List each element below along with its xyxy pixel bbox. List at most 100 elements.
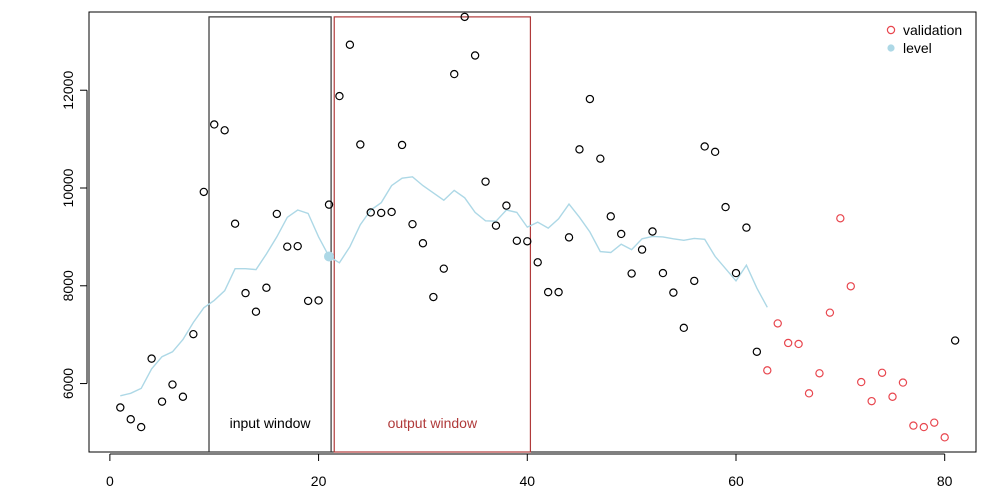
window-label-1: output window bbox=[388, 415, 478, 431]
data-point-s1-10 bbox=[867, 396, 876, 406]
data-point-s0-55 bbox=[690, 276, 699, 286]
data-point-s0-48 bbox=[617, 229, 626, 239]
data-point-s0-9 bbox=[210, 120, 219, 129]
data-point-s0-6 bbox=[178, 392, 188, 401]
data-point-s0-42 bbox=[554, 287, 563, 297]
data-point-s0-54 bbox=[679, 323, 689, 333]
data-point-s0-35 bbox=[481, 177, 490, 186]
data-point-s0-28 bbox=[408, 219, 417, 229]
x-tick-label-0: 0 bbox=[106, 473, 114, 489]
data-point-s1-11 bbox=[877, 368, 887, 377]
data-point-s1-16 bbox=[930, 418, 939, 427]
level-line-layer bbox=[120, 176, 768, 397]
points-layer bbox=[116, 12, 960, 442]
data-point-s1-17 bbox=[940, 433, 949, 442]
data-point-s0-44 bbox=[575, 145, 584, 154]
data-point-s0-14 bbox=[262, 283, 271, 292]
data-point-s0-41 bbox=[543, 287, 553, 297]
data-point-s1-13 bbox=[898, 378, 908, 387]
data-point-s0-32 bbox=[450, 69, 459, 79]
data-point-s0-38 bbox=[512, 236, 522, 245]
data-point-s0-20 bbox=[324, 200, 334, 209]
y-axis: 6000 8000 10000 12000 bbox=[60, 71, 88, 399]
data-point-s0-57 bbox=[710, 147, 720, 157]
legend-marker-1 bbox=[887, 44, 895, 52]
data-point-s1-9 bbox=[857, 377, 866, 387]
data-point-s0-29 bbox=[418, 239, 428, 248]
data-point-s0-59 bbox=[731, 268, 741, 278]
legend: validation level bbox=[886, 22, 962, 56]
window-label-0: input window bbox=[230, 415, 312, 431]
data-point-s0-22 bbox=[345, 40, 355, 49]
data-point-s0-30 bbox=[429, 292, 438, 302]
data-point-s1-1 bbox=[773, 319, 782, 328]
data-point-s0-49 bbox=[627, 269, 636, 278]
data-point-s1-14 bbox=[909, 421, 918, 430]
data-point-s0-10 bbox=[220, 126, 229, 135]
data-point-s1-6 bbox=[825, 308, 835, 317]
data-point-s0-16 bbox=[283, 242, 292, 251]
data-point-s0-50 bbox=[637, 245, 647, 254]
data-point-s0-4 bbox=[157, 397, 167, 406]
x-tick-label-4: 80 bbox=[937, 473, 953, 489]
data-point-s1-15 bbox=[919, 422, 929, 432]
data-point-s0-40 bbox=[533, 258, 542, 267]
legend-label-0: validation bbox=[903, 22, 962, 38]
data-point-s0-47 bbox=[606, 212, 615, 221]
data-point-s0-37 bbox=[502, 201, 511, 210]
data-point-s0-61 bbox=[752, 347, 762, 356]
data-point-s0-46 bbox=[596, 154, 605, 163]
level-highlight-point bbox=[324, 251, 335, 262]
data-point-s0-51 bbox=[648, 227, 657, 236]
data-point-s0-3 bbox=[147, 354, 156, 363]
x-tick-label-1: 20 bbox=[311, 473, 327, 489]
legend-label-1: level bbox=[903, 40, 932, 56]
data-point-s0-62 bbox=[950, 336, 960, 345]
data-point-s0-33 bbox=[460, 12, 469, 22]
data-point-s0-39 bbox=[523, 237, 532, 246]
window-rect-0 bbox=[208, 16, 332, 453]
data-point-s0-53 bbox=[669, 288, 678, 297]
data-point-s1-3 bbox=[794, 339, 803, 349]
y-tick-label-2: 10000 bbox=[60, 168, 76, 207]
data-point-s0-0 bbox=[116, 403, 125, 412]
legend-marker-0 bbox=[886, 25, 896, 35]
data-point-s0-5 bbox=[168, 380, 177, 389]
data-point-s0-24 bbox=[366, 208, 375, 217]
data-point-s1-8 bbox=[846, 282, 855, 291]
data-point-s1-12 bbox=[888, 392, 897, 401]
data-point-s0-25 bbox=[376, 208, 386, 218]
data-point-s0-19 bbox=[314, 296, 323, 305]
data-point-s0-1 bbox=[126, 415, 135, 424]
data-point-s0-12 bbox=[241, 288, 250, 298]
x-axis: 0 20 40 60 80 bbox=[106, 453, 953, 489]
data-point-s0-13 bbox=[251, 307, 261, 316]
data-point-s0-11 bbox=[230, 219, 240, 228]
y-tick-label-0: 6000 bbox=[60, 368, 76, 399]
data-point-s0-21 bbox=[335, 91, 344, 101]
x-tick-label-2: 40 bbox=[519, 473, 535, 489]
data-point-s1-4 bbox=[804, 389, 814, 398]
data-point-s0-58 bbox=[721, 202, 730, 212]
data-point-s1-0 bbox=[763, 366, 772, 375]
data-point-s0-15 bbox=[272, 209, 282, 219]
data-point-s1-5 bbox=[815, 369, 824, 378]
data-point-s0-34 bbox=[470, 51, 480, 60]
data-point-s0-27 bbox=[397, 140, 407, 150]
y-tick-label-3: 12000 bbox=[60, 71, 76, 110]
windows-layer: input window output window bbox=[208, 16, 532, 453]
window-rect-1 bbox=[333, 16, 532, 453]
data-point-s0-56 bbox=[700, 142, 709, 151]
data-point-s0-43 bbox=[564, 233, 574, 242]
data-point-s0-17 bbox=[293, 241, 302, 251]
data-point-s0-8 bbox=[199, 187, 208, 197]
level-line bbox=[120, 176, 768, 397]
data-point-s0-18 bbox=[303, 296, 313, 306]
y-tick-label-1: 8000 bbox=[60, 270, 76, 301]
data-point-s0-45 bbox=[585, 94, 595, 104]
data-point-s0-52 bbox=[658, 268, 668, 278]
data-point-s1-7 bbox=[836, 214, 845, 223]
data-point-s0-36 bbox=[491, 221, 501, 230]
data-point-s0-31 bbox=[439, 264, 448, 273]
